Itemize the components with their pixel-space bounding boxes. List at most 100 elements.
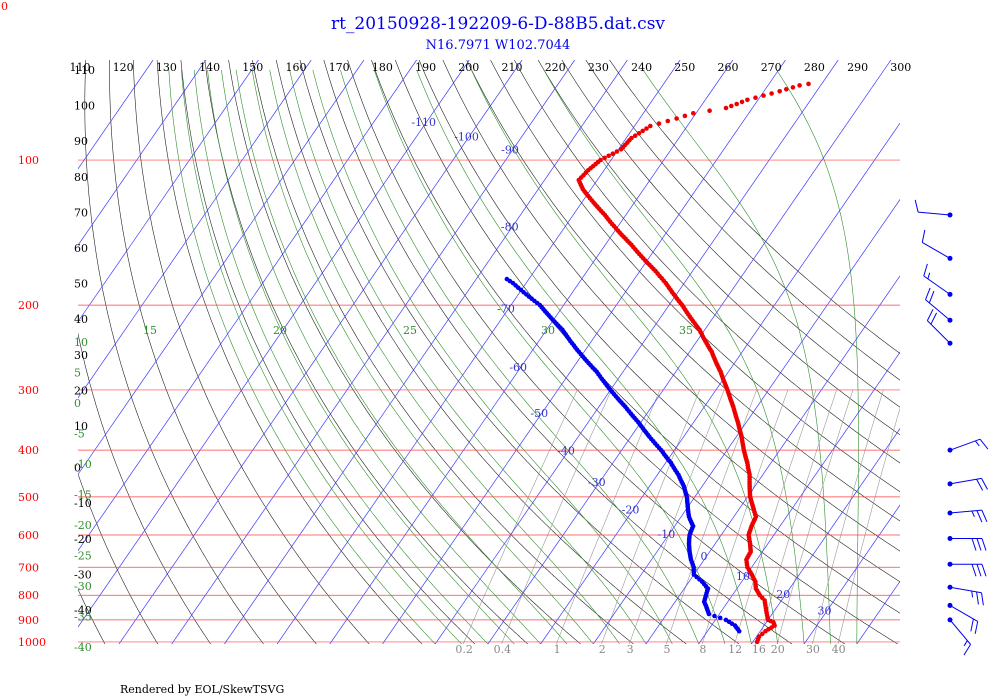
mixing-ratio-line <box>812 389 884 644</box>
temperature-point <box>644 126 649 131</box>
isotherm-label: -70 <box>497 302 515 315</box>
mixing-ratio-label: 12 <box>728 643 742 656</box>
isotherm-line <box>78 60 312 399</box>
chart-title: rt_20150928-192209-6-D-88B5.dat.csv <box>331 14 665 34</box>
isotherm-line <box>751 428 900 644</box>
dry-adiabat-line <box>561 60 900 408</box>
dry-adiabat-left-label: 50 <box>74 278 88 291</box>
dry-adiabat-line <box>609 60 900 354</box>
temperature-point <box>665 118 671 124</box>
isotherm-line <box>78 60 154 170</box>
temperature-point <box>753 95 758 100</box>
pressure-tick-label: 400 <box>18 444 39 457</box>
dry-adiabat-left-label: 100 <box>74 100 95 113</box>
dry-adiabat-left-label: 90 <box>74 135 88 148</box>
dry-adiabats <box>0 60 900 644</box>
wind-barb <box>947 561 987 577</box>
dry-adiabat-left-label: 0 <box>74 462 81 475</box>
isotherm-line <box>698 351 900 644</box>
temperature-point <box>756 634 762 639</box>
temperature-point <box>790 85 796 90</box>
wind-barb <box>947 438 989 453</box>
theta-tick-label: 170 <box>329 61 350 74</box>
theta-tick-label: 210 <box>502 61 523 74</box>
isotherm-label: 10 <box>736 570 750 583</box>
moist-adiabat-line <box>416 69 752 644</box>
mixing-ratio-line <box>837 407 900 644</box>
temperature-point <box>640 128 645 134</box>
axis-labels: 1002003004005006007008009001000-110-100-… <box>18 61 911 656</box>
dry-adiabat-line <box>466 60 900 522</box>
dry-adiabat-line <box>204 60 528 644</box>
dry-adiabat-left-label: 10 <box>74 420 88 433</box>
temperature-point <box>769 91 774 96</box>
dry-adiabat-line <box>78 588 106 644</box>
dry-adiabat-line <box>84 60 264 644</box>
temperature-point <box>760 631 765 637</box>
temperature-point <box>797 83 802 88</box>
mixing-ratio-label: 16 <box>752 643 766 656</box>
dry-adiabat-line <box>490 60 900 493</box>
temperature-point <box>682 113 688 119</box>
isotherm-line <box>540 122 900 644</box>
theta-tick-label: 160 <box>286 61 307 74</box>
temperature-point <box>598 157 603 163</box>
dry-adiabat-left-label: -40 <box>74 604 92 617</box>
dry-adiabat-line <box>0 60 52 644</box>
dry-adiabat-line <box>228 60 581 644</box>
dry-adiabat-left-label: 20 <box>74 384 88 397</box>
temperature-point <box>691 111 696 116</box>
theta-tick-label: 110 <box>70 61 91 74</box>
dewpoint-profile <box>504 276 742 634</box>
moist-adiabat-label: -35 <box>74 611 92 624</box>
dry-adiabat-left-label: 60 <box>74 242 88 255</box>
isotherm-label: -100 <box>454 130 479 143</box>
moist-adiabat-line <box>221 69 541 644</box>
mixing-ratio-label: 1 <box>554 643 561 656</box>
dry-adiabat-line <box>323 60 793 644</box>
isotherm-line <box>224 60 628 644</box>
isotherm-line <box>803 504 900 644</box>
moist-adiabat-line <box>235 69 568 644</box>
mixing-ratio-label: 8 <box>699 643 706 656</box>
isotherm-line <box>78 60 470 628</box>
dry-adiabat-line <box>275 60 687 644</box>
wind-barb <box>925 287 953 323</box>
temperature-point <box>729 103 734 109</box>
moist-adiabat-line <box>193 69 489 644</box>
dry-adiabat-line <box>252 60 634 644</box>
temperature-point <box>656 121 662 126</box>
temperature-point <box>777 89 782 94</box>
dry-adiabat-line <box>514 60 900 464</box>
dry-adiabat-line <box>442 60 900 552</box>
dry-adiabat-left-label: -10 <box>74 497 92 510</box>
isotherm-label: -110 <box>411 116 436 129</box>
isotherm-line <box>329 60 734 644</box>
mixing-ratio-line <box>556 389 661 644</box>
dry-adiabat-left-label: 30 <box>74 349 88 362</box>
temperature-point <box>674 116 679 121</box>
mixing-ratio-label: 3 <box>627 643 634 656</box>
mixing-ratio-line <box>629 389 725 644</box>
temperature-point <box>707 108 712 113</box>
moist-adiabat-label: 5 <box>74 367 81 380</box>
isotherm-line <box>434 60 839 644</box>
mixing-ratio-label: 40 <box>832 643 846 656</box>
pressure-tick-label: 800 <box>18 589 39 602</box>
mixing-ratio-label: 30 <box>806 643 820 656</box>
temperature-point <box>629 135 634 141</box>
mixing-ratio-line <box>734 389 817 644</box>
isotherm-label: 0 <box>700 550 707 563</box>
moist-adiabat-line <box>269 69 620 644</box>
isotherm-line <box>645 275 900 644</box>
temperature-point <box>602 155 607 161</box>
isotherm-label: 20 <box>776 588 790 601</box>
pressure-tick-label: 700 <box>18 561 39 574</box>
wind-barb <box>947 617 971 656</box>
moist-adiabat-top-label: 25 <box>403 324 417 337</box>
moist-adiabat-line <box>543 69 805 644</box>
isotherm-line <box>78 60 259 323</box>
temperature-point <box>606 153 611 159</box>
mixing-ratio-label: 5 <box>664 643 671 656</box>
